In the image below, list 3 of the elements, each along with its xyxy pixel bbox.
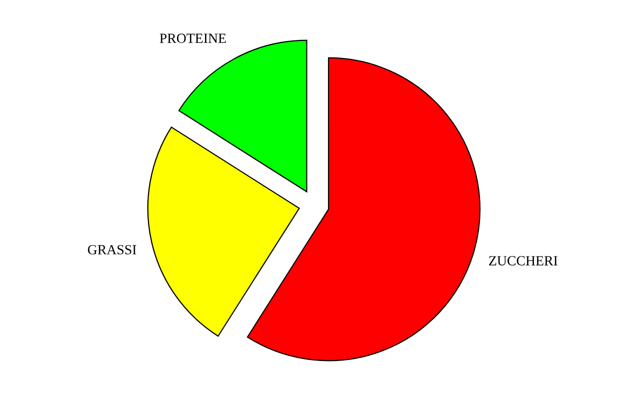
slice-label: ZUCCHERI [489, 256, 558, 266]
slice-label: GRASSI [88, 245, 136, 254]
slice-label: PROTEINE [160, 34, 226, 43]
